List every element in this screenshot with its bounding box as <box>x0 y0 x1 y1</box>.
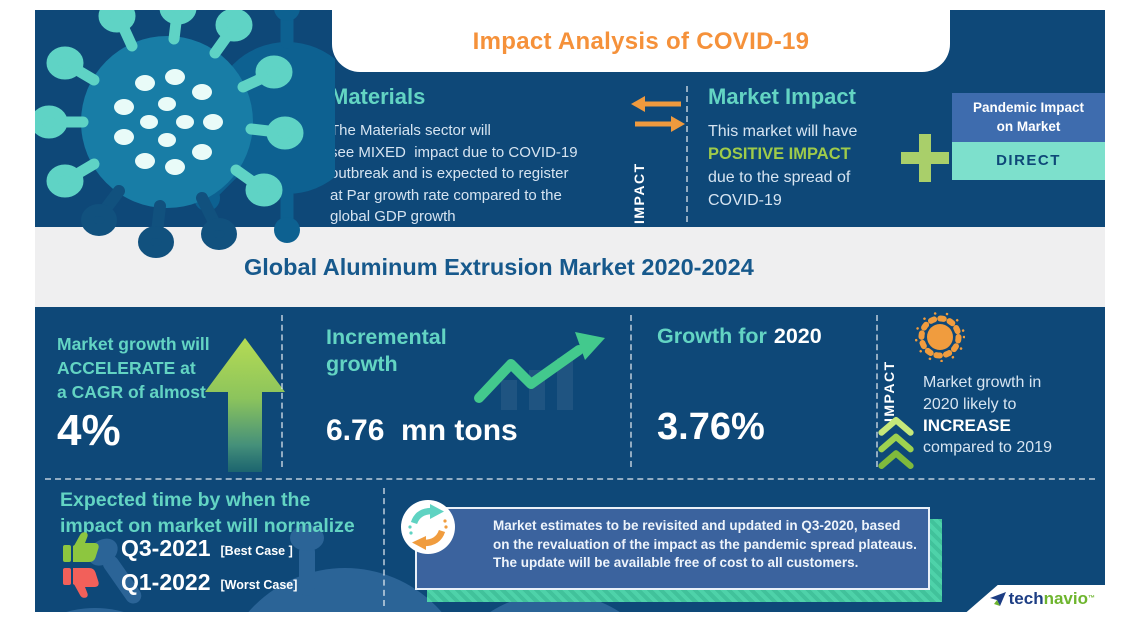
outlook-text: Market growth in 2020 likely to INCREASE… <box>923 372 1052 458</box>
market-title-band: Global Aluminum Extrusion Market 2020-20… <box>35 227 1105 307</box>
impact-vertical-label: IMPACT <box>881 360 897 422</box>
brand-name-part2: navio <box>1043 588 1088 608</box>
outlook-line: 2020 likely to <box>923 395 1017 413</box>
rows-divider <box>45 478 1095 480</box>
worst-case-label: [Worst Case] <box>220 578 298 592</box>
materials-body-line: global GDP growth <box>330 208 456 225</box>
incremental-heading: Incremental growth <box>326 324 447 378</box>
stats-divider <box>630 315 632 467</box>
pandemic-impact-badge: Pandemic Impact on Market DIRECT <box>952 93 1105 180</box>
market-impact-line: due to the spread of <box>708 169 851 186</box>
materials-body-line: outbreak and is expected to register <box>330 165 569 182</box>
badge-title-line: Pandemic Impact <box>972 100 1085 116</box>
market-impact-line: This market will have <box>708 123 858 140</box>
normalize-heading-line: Expected time by when the <box>60 489 311 511</box>
outlook-line: Market growth in <box>923 374 1042 391</box>
note-text: Market estimates to be revisited and upd… <box>493 518 917 570</box>
cagr-line: ACCELERATE at <box>57 358 196 378</box>
worst-case-row: Q1-2022 [Worst Case] <box>63 566 297 598</box>
market-impact-line: COVID-19 <box>708 192 782 209</box>
badge-title: Pandemic Impact on Market <box>952 93 1105 142</box>
impact-vertical-label: IMPACT <box>631 162 647 224</box>
page-title: Impact Analysis of COVID-19 <box>472 28 810 55</box>
materials-body: The Materials sector will see MIXED impa… <box>330 120 578 228</box>
cagr-line: a CAGR of almost <box>57 382 206 402</box>
best-case-label: [Best Case ] <box>220 544 293 558</box>
best-case-value: Q3-2021 <box>121 534 211 561</box>
exchange-arrows-icon <box>631 96 685 132</box>
header-banner: Impact Analysis of COVID-19 <box>332 10 950 72</box>
thumb-down-icon <box>63 568 99 598</box>
cagr-value: 4% <box>57 406 121 455</box>
market-impact-body: This market will have POSITIVE IMPACT du… <box>708 120 857 212</box>
stats-divider <box>876 315 878 467</box>
stats-divider <box>281 315 283 467</box>
incremental-heading-line: growth <box>326 352 398 376</box>
brand-name-part1: tech <box>1008 588 1044 608</box>
bottom-row-divider <box>383 488 385 606</box>
top-section-divider <box>686 86 688 222</box>
thumb-up-icon <box>63 532 99 562</box>
incremental-heading-line: Incremental <box>326 325 447 349</box>
cagr-line: Market growth will <box>57 334 210 354</box>
worst-case-value: Q1-2022 <box>121 568 211 595</box>
materials-body-line: The Materials sector will <box>330 122 491 139</box>
normalize-heading-line: impact on market will normalize <box>60 515 355 537</box>
market-impact-heading: Market Impact <box>708 84 856 109</box>
brand-plane-icon <box>989 591 1006 606</box>
virus-sun-icon <box>915 312 965 362</box>
growth-2020-year: 2020 <box>773 324 822 348</box>
positive-impact-highlight: POSITIVE IMPACT <box>708 145 851 163</box>
cagr-text: Market growth will ACCELERATE at a CAGR … <box>57 332 210 404</box>
outlook-highlight: INCREASE <box>923 416 1011 435</box>
note-box: Market estimates to be revisited and upd… <box>415 507 930 590</box>
refresh-icon <box>401 500 455 554</box>
materials-heading: Materials <box>330 84 426 109</box>
materials-body-line: at Par growth rate compared to the <box>330 186 562 204</box>
up-arrow-icon <box>205 338 285 472</box>
market-title: Global Aluminum Extrusion Market 2020-20… <box>244 254 754 280</box>
incremental-value: 6.76 mn tons <box>326 414 518 447</box>
best-case-row: Q3-2021 [Best Case ] <box>63 532 293 564</box>
badge-title-line: on Market <box>996 118 1061 134</box>
materials-body-line: see MIXED impact due to COVID-19 <box>330 143 578 161</box>
badge-value: DIRECT <box>952 142 1105 180</box>
brand-footer: tech navio ™ <box>966 585 1105 612</box>
chevrons-up-icon <box>878 417 914 469</box>
brand-trademark: ™ <box>1088 595 1095 602</box>
plus-icon <box>901 134 949 182</box>
growth-2020-value: 3.76% <box>657 406 765 448</box>
infographic-canvas: Impact Analysis of COVID-19 Materials Th… <box>35 10 1105 612</box>
normalize-heading: Expected time by when the impact on mark… <box>60 487 355 539</box>
virus-illustration-icon <box>35 10 335 258</box>
outlook-line: compared to 2019 <box>923 438 1052 456</box>
growth-2020-prefix: Growth for <box>657 324 767 348</box>
trend-line-icon <box>474 332 605 410</box>
growth-2020-heading: Growth for 2020 <box>657 324 822 349</box>
